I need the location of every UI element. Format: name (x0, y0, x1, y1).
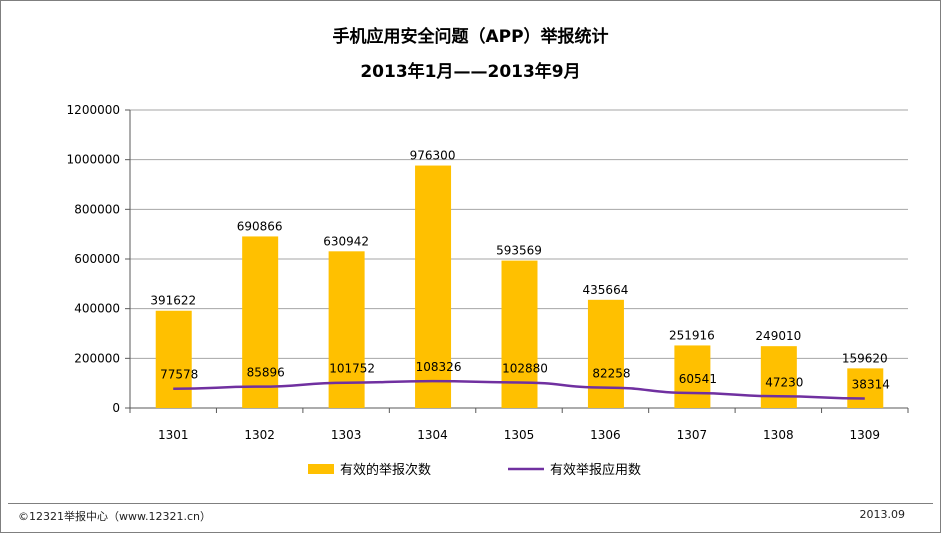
bar-value-label: 976300 (410, 149, 456, 163)
y-tick-label: 1200000 (67, 103, 120, 117)
y-axis-ticks: 0 200000 400000 600000 800000 1000000 1200000 (67, 103, 131, 415)
bar-value-label: 690866 (237, 219, 283, 233)
footer-date: 2013.09 (859, 508, 906, 521)
x-tick-label: 1302 (244, 428, 275, 442)
x-axis-ticks: 1301 1302 1303 1304 1305 1306 1307 1308 1309 (129, 408, 909, 442)
footer-source: ©12321举报中心（www.12321.cn） (18, 510, 211, 523)
line-value-label: 38314 (852, 377, 890, 391)
bar-value-label: 593569 (496, 244, 542, 258)
bar (674, 345, 711, 408)
bar-value-label: 391622 (150, 294, 196, 308)
line-data-labels: 77578 85896 101752 108326 102880 82258 60541 47… (160, 360, 890, 391)
x-tick-label: 1305 (504, 428, 535, 442)
legend: 有效的举报次数 有效举报应用数 (308, 462, 641, 478)
x-tick-label: 1308 (763, 428, 794, 442)
bar-value-label: 159620 (842, 351, 888, 365)
x-tick-label: 1307 (677, 428, 708, 442)
y-tick-label: 200000 (74, 351, 120, 365)
x-tick-label: 1301 (158, 428, 189, 442)
bar (587, 299, 624, 408)
y-tick-label: 800000 (74, 202, 120, 216)
x-tick-label: 1303 (331, 428, 362, 442)
bar-value-label: 435664 (583, 283, 629, 297)
chart-title: 手机应用安全问题（APP）举报统计 (332, 27, 609, 47)
x-tick-label: 1309 (850, 428, 881, 442)
line-value-label: 101752 (329, 362, 375, 376)
y-tick-label: 600000 (74, 252, 120, 266)
chart-subtitle: 2013年1月——2013年9月 (360, 62, 581, 82)
bar (501, 260, 538, 408)
footer-divider (8, 503, 933, 504)
bar-value-label: 249010 (755, 329, 801, 343)
bar (847, 368, 884, 408)
legend-swatch-bar (308, 464, 334, 474)
bar-value-label: 630942 (323, 234, 369, 248)
legend-label-bar: 有效的举报次数 (340, 462, 431, 478)
y-tick-label: 400000 (74, 302, 120, 316)
line-value-label: 108326 (416, 360, 462, 374)
bar (760, 346, 797, 408)
bar (155, 310, 192, 408)
line-value-label: 85896 (247, 366, 285, 380)
y-tick-label: 1000000 (67, 153, 120, 167)
line-value-label: 82258 (592, 367, 630, 381)
line-value-label: 102880 (502, 361, 548, 375)
line-series (173, 379, 865, 400)
bar-value-label: 251916 (669, 328, 715, 342)
line-value-label: 47230 (765, 375, 803, 389)
bar-data-labels: 391622 690866 630942 976300 593569 435664 2519… (150, 149, 887, 366)
bar (415, 165, 452, 408)
line-value-label: 60541 (679, 372, 717, 386)
x-tick-label: 1304 (417, 428, 448, 442)
bar (328, 251, 365, 408)
y-tick-label: 0 (112, 401, 120, 415)
x-tick-label: 1306 (590, 428, 621, 442)
legend-label-line: 有效举报应用数 (550, 462, 641, 478)
bar (242, 236, 279, 408)
line-value-label: 77578 (160, 368, 198, 382)
